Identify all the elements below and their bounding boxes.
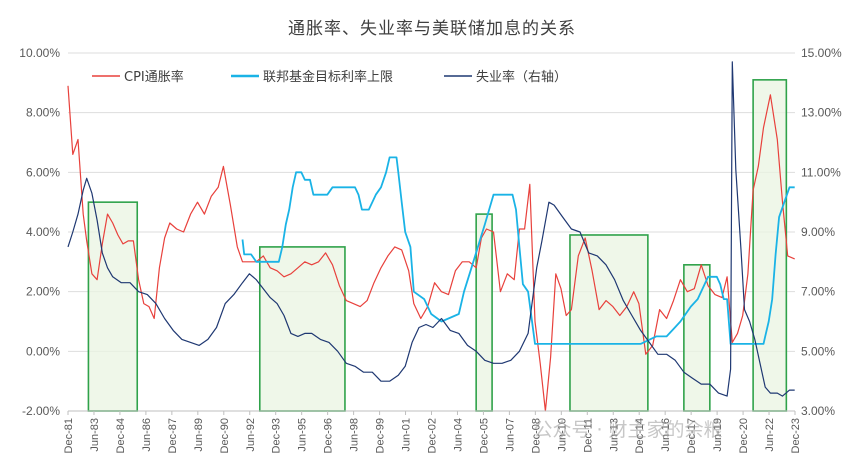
x-tick-label-21: Jun-13 <box>608 418 620 452</box>
x-tick-label-15: Jun-04 <box>452 418 464 452</box>
left-tick-label-0: -2.00% <box>22 404 60 418</box>
chart-title: 通胀率、失业率与美联储加息的关系 <box>288 19 576 39</box>
highlight-box-3 <box>569 234 649 412</box>
left-tick-label-5: 8.00% <box>26 106 60 120</box>
series-line-1 <box>241 156 795 345</box>
right-tick-label-0: 3.00% <box>801 404 835 418</box>
x-tick-label-18: Dec-08 <box>530 418 542 453</box>
highlight-box-4 <box>683 264 711 412</box>
x-tick-label-13: Jun-01 <box>401 418 413 452</box>
legend: CPI通胀率 联邦基金目标利率上限 失业率（右轴） <box>92 69 567 85</box>
x-tick-label-6: Dec-90 <box>219 418 231 453</box>
axes: -2.00% 0.00% 2.00% 4.00% 6.00% 8.00% 10.00% 3.0… <box>19 46 842 453</box>
left-tick-label-2: 2.00% <box>26 285 60 299</box>
right-tick-label-3: 9.00% <box>801 225 835 239</box>
left-tick-label-1: 0.00% <box>26 344 60 358</box>
highlight-box-0 <box>87 201 139 412</box>
series-lines <box>67 61 795 412</box>
x-tick-label-4: Dec-87 <box>167 418 179 453</box>
right-tick-label-4: 11.00% <box>801 165 841 179</box>
left-tick-label-3: 4.00% <box>26 225 60 239</box>
right-tick-label-6: 15.00% <box>801 46 842 60</box>
x-tick-label-12: Dec-99 <box>375 418 387 453</box>
x-tick-label-3: Jun-86 <box>141 418 153 452</box>
x-tick-label-8: Dec-93 <box>271 418 283 453</box>
legend-label-2: 失业率（右轴） <box>476 69 567 85</box>
x-tick-label-0: Dec-81 <box>63 418 75 453</box>
highlight-box-1 <box>258 246 346 412</box>
right-tick-label-2: 7.00% <box>801 285 835 299</box>
x-tick-label-24: Dec-17 <box>686 418 698 453</box>
x-tick-label-22: Dec-14 <box>634 418 646 453</box>
x-tick-label-16: Dec-05 <box>478 418 490 453</box>
x-tick-label-9: Jun-95 <box>297 418 309 452</box>
x-tick-label-26: Dec-20 <box>738 418 750 453</box>
x-tick-label-7: Jun-92 <box>245 418 257 452</box>
x-tick-label-1: Jun-83 <box>89 418 101 452</box>
x-tick-label-25: Jun-19 <box>712 418 724 452</box>
series-line-2 <box>67 61 795 397</box>
legend-label-0: CPI通胀率 <box>124 69 184 85</box>
x-tick-label-10: Dec-96 <box>323 418 335 453</box>
series-line-0 <box>67 85 795 412</box>
left-tick-label-4: 6.00% <box>26 165 60 179</box>
x-tick-label-20: Dec-11 <box>582 418 594 453</box>
x-tick-label-27: Jun-22 <box>764 418 776 452</box>
x-tick-label-5: Jun-89 <box>193 418 205 452</box>
x-tick-label-11: Jun-98 <box>349 418 361 452</box>
watermark: 公众号 · 财主家的余粮 <box>533 419 722 441</box>
legend-label-1: 联邦基金目标利率上限 <box>263 69 393 85</box>
x-tick-label-19: Jun-10 <box>556 418 568 452</box>
right-tick-label-1: 5.00% <box>801 344 835 358</box>
x-tick-label-2: Dec-84 <box>115 418 127 453</box>
left-tick-label-6: 10.00% <box>19 46 60 60</box>
x-tick-label-28: Dec-23 <box>790 418 802 453</box>
x-tick-label-17: Jun-07 <box>504 418 516 452</box>
x-tick-label-23: Jun-16 <box>660 418 672 452</box>
right-tick-label-5: 13.00% <box>801 106 842 120</box>
x-tick-label-14: Dec-02 <box>427 418 439 453</box>
highlight-box-5 <box>752 79 788 412</box>
highlight-boxes <box>87 79 788 412</box>
